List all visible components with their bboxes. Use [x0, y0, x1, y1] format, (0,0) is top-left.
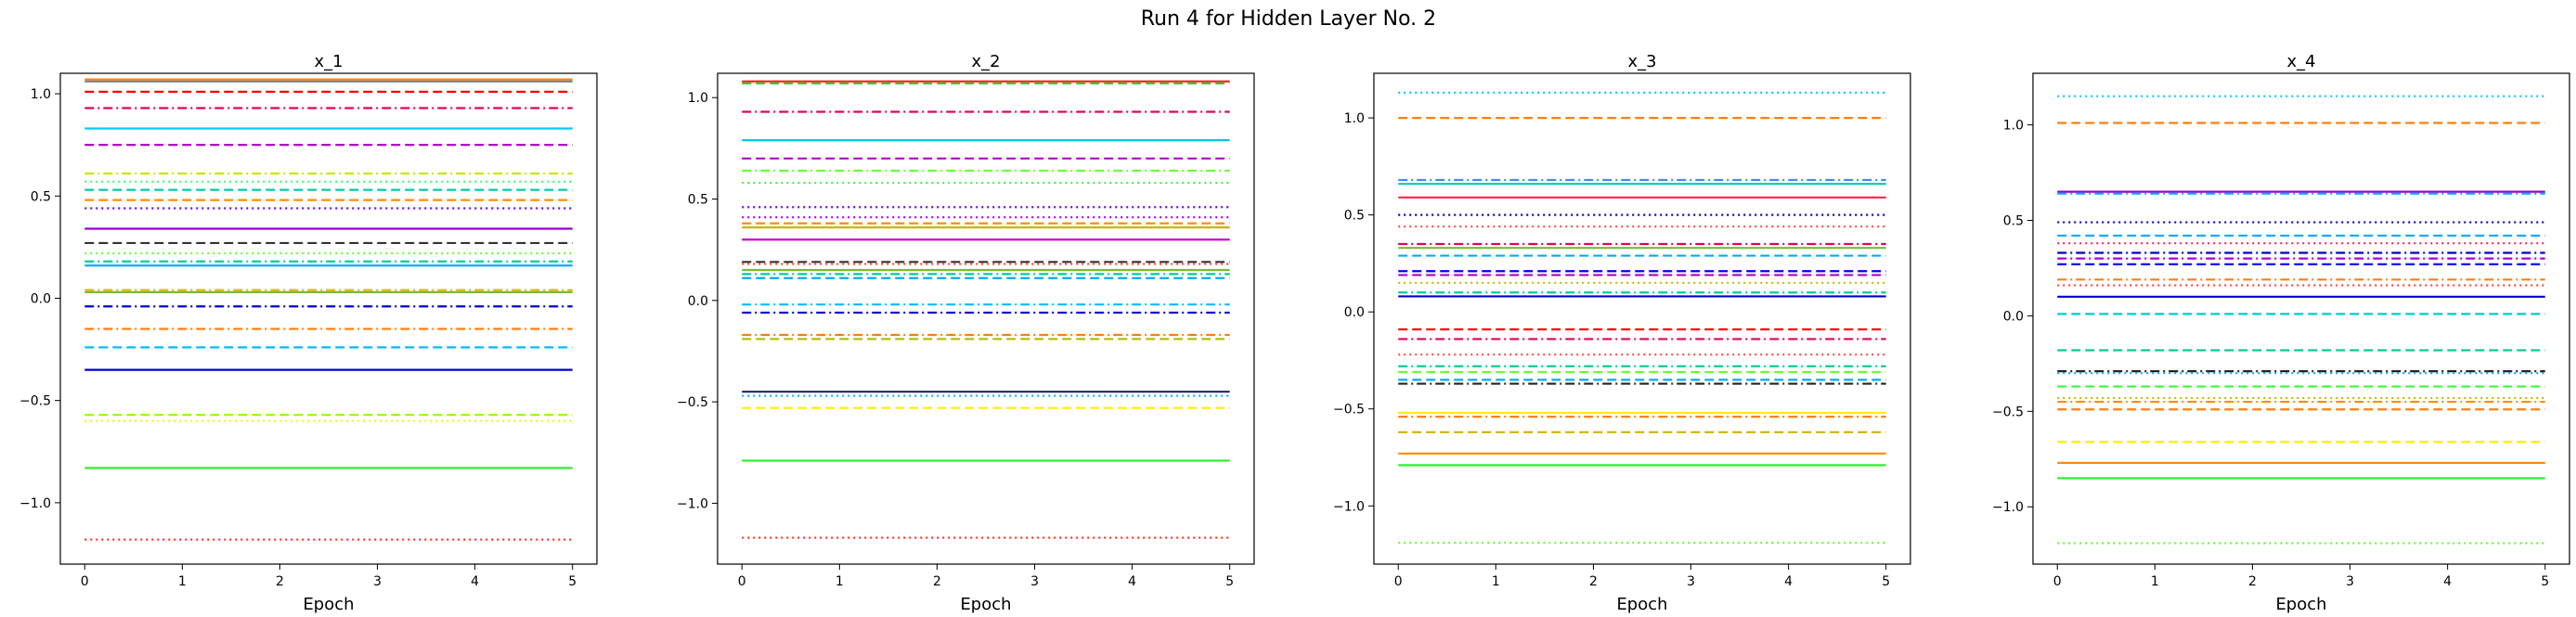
x-tick-label: 5 — [568, 574, 576, 589]
figure-title: Run 4 for Hidden Layer No. 2 — [1141, 7, 1436, 31]
chart-title: x_3 — [1627, 52, 1656, 71]
y-tick-label: −0.5 — [1992, 405, 2024, 419]
x-tick-label: 3 — [1030, 574, 1039, 589]
x-tick-label: 0 — [2053, 574, 2062, 589]
chart-panel-1: 0 1 2 3 4 5 −1.0 −0.5 0.0 0.5 1.0 x_1 Epoch — [19, 52, 598, 614]
y-tick-label: 1.0 — [31, 87, 51, 102]
chart-panel-4: 0 1 2 3 4 5 −1.0 −0.5 0.0 0.5 1.0 x_4 Epoch — [1992, 52, 2570, 614]
x-tick-label: 5 — [1882, 574, 1890, 589]
x-tick-label: 1 — [2151, 574, 2159, 589]
chart-panel-3: 0 1 2 3 4 5 −1.0 −0.5 0.0 0.5 1.0 x_3 Epoch — [1333, 52, 1911, 614]
x-tick-label: 2 — [2248, 574, 2257, 589]
x-tick-label: 2 — [1589, 574, 1598, 589]
chart-title: x_4 — [2286, 52, 2315, 71]
chart-title: x_1 — [314, 52, 343, 71]
x-axis-label: Epoch — [1616, 595, 1667, 614]
x-tick-label: 3 — [373, 574, 382, 589]
y-tick-label: 0.5 — [688, 193, 708, 208]
x-tick-label: 4 — [1128, 574, 1136, 589]
y-tick-label: −1.0 — [19, 496, 51, 511]
x-tick-label: 1 — [1492, 574, 1500, 589]
x-tick-label: 3 — [2346, 574, 2354, 589]
y-tick-label: 0.5 — [1344, 209, 1365, 224]
y-tick-label: −1.0 — [1992, 500, 2024, 515]
x-axis-label: Epoch — [2275, 595, 2326, 614]
x-tick-label: 1 — [178, 574, 187, 589]
y-tick-label: 1.0 — [1344, 111, 1365, 126]
x-axis-label: Epoch — [960, 595, 1011, 614]
x-tick-label: 2 — [276, 574, 284, 589]
y-tick-label: 1.0 — [688, 91, 708, 106]
x-tick-label: 1 — [835, 574, 844, 589]
axes-frame — [1373, 72, 1911, 565]
x-tick-label: 0 — [738, 574, 746, 589]
y-tick-label: 0.5 — [31, 189, 51, 204]
y-tick-label: −1.0 — [677, 496, 708, 511]
y-tick-label: 0.0 — [31, 291, 51, 306]
x-tick-label: 4 — [1784, 574, 1793, 589]
x-tick-label: 3 — [1687, 574, 1695, 589]
y-tick-label: 0.0 — [2003, 309, 2024, 324]
x-tick-label: 5 — [2541, 574, 2549, 589]
x-tick-label: 4 — [471, 574, 479, 589]
x-tick-label: 0 — [1394, 574, 1403, 589]
chart-title: x_2 — [971, 52, 1000, 71]
y-tick-label: 0.0 — [1344, 305, 1365, 320]
x-axis-label: Epoch — [303, 595, 354, 614]
x-tick-label: 2 — [933, 574, 941, 589]
axes-frame — [717, 72, 1255, 565]
y-tick-label: −1.0 — [1333, 499, 1365, 514]
axes-frame — [2032, 72, 2570, 565]
y-tick-label: −0.5 — [19, 394, 51, 409]
y-tick-label: −0.5 — [1333, 403, 1365, 418]
x-tick-label: 0 — [81, 574, 89, 589]
y-tick-label: 0.5 — [2003, 213, 2024, 228]
y-tick-label: 1.0 — [2003, 119, 2024, 134]
y-tick-label: 0.0 — [688, 294, 708, 309]
x-tick-label: 5 — [1225, 574, 1234, 589]
axes-frame — [59, 72, 598, 565]
panels: 0 1 2 3 4 5 −1.0 −0.5 0.0 0.5 1.0 x_1 Epoch 0 1 2 3 4 5 −1.… — [19, 52, 2570, 614]
chart-panel-2: 0 1 2 3 4 5 −1.0 −0.5 0.0 0.5 1.0 x_2 Epoch — [677, 52, 1255, 614]
y-tick-label: −0.5 — [677, 395, 708, 410]
x-tick-label: 4 — [2443, 574, 2452, 589]
